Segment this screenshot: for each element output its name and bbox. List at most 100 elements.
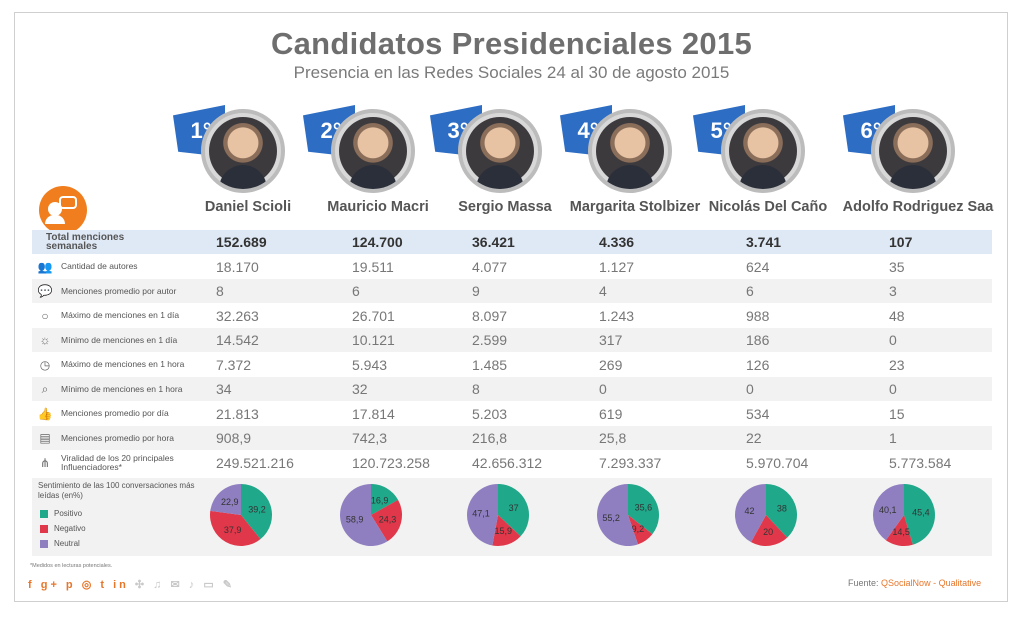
cell-value: 10.121 xyxy=(352,332,395,348)
legend-positivo: Positivo xyxy=(40,509,82,518)
pie-label-neutral: 42 xyxy=(744,506,754,516)
pie-label-negativo: 14,5 xyxy=(892,527,910,537)
sentiment-pie: 37 15,9 47,1 xyxy=(467,484,529,546)
legend-negativo: Negativo xyxy=(40,524,86,533)
cell-value: 17.814 xyxy=(352,405,395,422)
pie-label-negativo: 20 xyxy=(763,527,773,537)
pie-slice-negativo xyxy=(751,515,788,546)
pie-slice-negativo xyxy=(885,515,913,546)
cell-value: 742,3 xyxy=(352,430,388,446)
candidate-2: 2° Mauricio Macri xyxy=(303,105,453,217)
pie-label-neutral: 22,9 xyxy=(221,497,239,507)
cell-value: 6 xyxy=(746,283,754,299)
cell-value: 35 xyxy=(889,258,905,275)
legend-swatch-neutral xyxy=(40,539,48,548)
source-link[interactable]: QSocialNow - Qualitative xyxy=(881,578,982,588)
cell-value: 1.243 xyxy=(599,307,635,324)
sentiment-pie: 45,414,5 40,1 xyxy=(873,484,935,546)
row-label: Total menciones semanales xyxy=(46,232,125,252)
table-row: ◷ Máximo de menciones en 1 hora 7.372 5.943… xyxy=(32,353,992,377)
row-label: ▤ Menciones promedio por hora xyxy=(36,426,174,450)
pie-label-positivo: 45,4 xyxy=(912,508,930,518)
cell-value: 22 xyxy=(746,430,762,446)
sentiment-pie: 38 20 42 xyxy=(735,484,797,546)
people-icon: 👥 xyxy=(37,259,53,274)
cell-value: 1 xyxy=(889,430,897,446)
cell-value: 32.263 xyxy=(216,307,259,324)
cell-value: 624 xyxy=(746,258,770,275)
magnifier-clock-icon: ⌕ xyxy=(41,381,49,396)
cell-value: 1.127 xyxy=(599,258,635,275)
sentiment-pie: 39,2 37,9 22,9 xyxy=(210,484,272,546)
cell-value: 120.723.258 xyxy=(352,454,430,471)
pie-label-neutral: 55,2 xyxy=(602,513,620,523)
legend-swatch-positivo xyxy=(40,509,48,518)
row-label: ☼ Mínimo de menciones en 1 día xyxy=(36,328,178,352)
candidate-1: 1° Daniel Scioli xyxy=(173,105,323,217)
cell-value: 152.689 xyxy=(216,234,267,250)
cell-value: 317 xyxy=(599,332,623,348)
pie-slice-positivo xyxy=(371,484,399,515)
pie-label-negativo: 9,2 xyxy=(632,524,645,534)
cell-value: 126 xyxy=(746,356,770,373)
cell-value: 5.970.704 xyxy=(746,454,809,471)
cell-value: 0 xyxy=(599,381,607,397)
candidate-photo xyxy=(721,109,805,193)
footnote: *Medidos en lecturas potenciales. xyxy=(30,563,113,569)
cell-value: 1.485 xyxy=(472,356,508,373)
pie-slice-negativo xyxy=(492,515,521,546)
pie-label-neutral: 47,1 xyxy=(472,508,490,518)
row-label: ○ Máximo de menciones en 1 día xyxy=(36,304,179,328)
candidate-3: 3° Sergio Massa xyxy=(430,105,580,217)
cell-value: 21.813 xyxy=(216,405,259,422)
table-row: 👥 Cantidad de autores 18.170 19.511 4.077 1.1… xyxy=(32,255,992,279)
cell-value: 619 xyxy=(599,405,623,422)
pie-slice-neutral xyxy=(597,484,638,546)
row-label: ⌕ Mínimo de menciones en 1 hora xyxy=(36,377,183,401)
chat-bubbles-icon: 💬 xyxy=(37,284,53,298)
candidate-4: 4° Margarita Stolbizer xyxy=(560,105,710,217)
cell-value: 42.656.312 xyxy=(472,454,543,471)
pie-slice-positivo xyxy=(498,484,529,537)
cell-value: 107 xyxy=(889,234,913,250)
cell-value: 908,9 xyxy=(216,430,252,446)
pie-slice-neutral xyxy=(340,484,388,546)
cell-value: 7.372 xyxy=(216,356,252,373)
pie-label-negativo: 15,9 xyxy=(495,526,513,536)
cell-value: 8 xyxy=(216,283,224,299)
cell-value: 18.170 xyxy=(216,258,259,275)
candidate-photo xyxy=(331,109,415,193)
speech-bubble-icon: ○ xyxy=(41,308,49,323)
pie-slice-positivo xyxy=(241,484,272,540)
social-listening-logo-icon xyxy=(39,186,87,234)
pie-label-neutral: 40,1 xyxy=(879,505,897,515)
cell-value: 25,8 xyxy=(599,430,627,446)
cell-value: 48 xyxy=(889,307,905,324)
pie-slice-neutral xyxy=(467,484,498,546)
page-subtitle: Presencia en las Redes Sociales 24 al 30… xyxy=(293,63,730,82)
cell-value: 4.336 xyxy=(599,234,635,250)
cell-value: 7.293.337 xyxy=(599,454,662,471)
candidate-name: Sergio Massa xyxy=(458,199,552,215)
pie-label-positivo: 37 xyxy=(509,503,519,513)
cell-value: 216,8 xyxy=(472,430,508,446)
cell-value: 0 xyxy=(746,381,754,397)
cell-value: 5.773.584 xyxy=(889,454,952,471)
row-label: 👥 Cantidad de autores xyxy=(37,259,138,274)
social-icons[interactable]: f g+ p ◎ t in ✣ ♫ ✉ ♪ ▭ ✎ xyxy=(28,579,235,591)
cell-value: 534 xyxy=(746,405,770,422)
table-row: ○ Máximo de menciones en 1 día 32.263 26.70… xyxy=(32,304,992,328)
cell-value: 9 xyxy=(472,283,480,299)
newspaper-icon: ▤ xyxy=(39,431,51,445)
candidate-name: Nicolás Del Caño xyxy=(708,199,828,215)
cell-value: 23 xyxy=(889,356,905,373)
cell-value: 2.599 xyxy=(472,332,508,348)
cell-value: 249.521.216 xyxy=(216,454,294,471)
total-row: Total menciones semanales 152.689 124.700 3… xyxy=(32,230,992,254)
pie-label-neutral: 58,9 xyxy=(346,515,364,525)
table-row: ▤ Menciones promedio por hora 908,9 742,3 21… xyxy=(32,426,992,450)
table-row: ☼ Mínimo de menciones en 1 día 14.542 10.12… xyxy=(32,328,992,352)
sentiment-pie: 16,9 24,3 58,9 xyxy=(340,484,402,546)
cell-value: 32 xyxy=(352,381,368,397)
cell-value: 36.421 xyxy=(472,234,515,250)
